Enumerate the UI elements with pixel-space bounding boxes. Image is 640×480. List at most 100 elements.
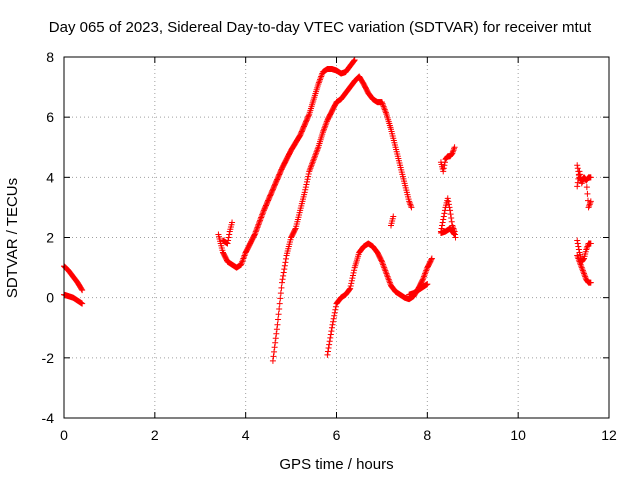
data-point	[330, 315, 337, 322]
data-point	[78, 286, 85, 293]
data-point	[441, 210, 448, 217]
data-point	[252, 230, 259, 237]
data-point	[348, 280, 355, 287]
data-point	[348, 277, 355, 284]
data-point	[325, 345, 332, 352]
data-point	[583, 177, 590, 184]
data-point	[440, 165, 447, 172]
plot-frame	[63, 56, 610, 419]
data-point	[332, 306, 339, 313]
data-point	[257, 215, 264, 222]
data-point	[79, 300, 86, 307]
data-point	[574, 240, 581, 247]
data-points	[61, 57, 594, 364]
data-point	[276, 305, 283, 312]
data-point	[305, 173, 312, 180]
data-point	[281, 266, 288, 273]
data-point	[280, 269, 287, 276]
data-point	[440, 216, 447, 223]
data-point	[229, 219, 236, 226]
y-tick-label: -2	[42, 350, 55, 366]
data-point	[347, 283, 354, 290]
data-point	[346, 286, 353, 293]
data-point	[280, 272, 287, 279]
data-point	[282, 255, 289, 262]
data-point	[270, 353, 277, 360]
data-point	[276, 300, 283, 307]
data-point	[275, 316, 282, 323]
data-point	[584, 190, 591, 197]
data-point	[347, 285, 354, 292]
data-point	[269, 357, 276, 364]
data-point	[575, 246, 582, 253]
data-point	[331, 312, 338, 319]
data-point	[332, 303, 339, 310]
data-point	[259, 210, 266, 217]
data-point	[253, 225, 260, 232]
data-point	[277, 295, 284, 302]
data-point	[408, 204, 415, 211]
data-point	[452, 234, 459, 241]
data-point	[587, 240, 594, 247]
data-point	[407, 201, 414, 208]
data-point	[273, 330, 280, 337]
tick-labels: 0 2 4 6 8 10 12 -4 -2 0 2 4 6 8	[42, 49, 617, 443]
data-point	[304, 176, 311, 183]
data-point	[419, 277, 426, 284]
data-point	[225, 237, 232, 244]
data-point	[575, 243, 582, 250]
data-point	[574, 162, 581, 169]
data-point	[302, 184, 309, 191]
data-point	[278, 284, 285, 291]
data-point	[274, 321, 281, 328]
data-point	[580, 256, 587, 263]
data-point	[439, 219, 446, 226]
data-point	[303, 178, 310, 185]
data-point	[252, 228, 259, 235]
data-point	[329, 321, 336, 328]
data-point	[351, 267, 358, 274]
data-point	[582, 176, 589, 183]
data-point	[445, 201, 452, 208]
data-point	[326, 341, 333, 348]
y-tick-label: 0	[46, 290, 54, 306]
data-point	[441, 207, 448, 214]
data-point	[253, 227, 260, 234]
data-point	[305, 112, 312, 119]
y-tick-label: 4	[46, 169, 54, 185]
data-point	[256, 218, 263, 225]
data-point	[444, 195, 451, 202]
data-point	[574, 179, 581, 186]
data-point	[251, 231, 258, 238]
data-point	[292, 226, 299, 233]
data-point	[326, 338, 333, 345]
data-point	[577, 171, 584, 178]
data-point	[301, 189, 308, 196]
data-point	[328, 328, 335, 335]
chart-title: Day 065 of 2023, Sidereal Day-to-day VTE…	[48, 19, 592, 36]
data-point	[390, 213, 397, 220]
data-point	[350, 269, 357, 276]
data-point	[273, 326, 280, 333]
x-tick-label: 0	[60, 427, 68, 443]
data-point	[79, 287, 86, 294]
data-point	[447, 207, 454, 214]
data-point	[378, 257, 385, 264]
data-point	[428, 256, 435, 263]
data-point	[281, 262, 288, 269]
data-point	[574, 165, 581, 172]
x-tick-label: 6	[333, 427, 341, 443]
data-point	[279, 276, 286, 283]
data-point	[574, 237, 581, 244]
data-point	[272, 335, 279, 342]
data-point	[279, 279, 285, 286]
x-axis-label: GPS time / hours	[279, 456, 394, 473]
data-point	[305, 170, 312, 177]
data-point	[576, 168, 583, 175]
data-point	[587, 198, 594, 205]
x-tick-label: 2	[151, 427, 159, 443]
data-point	[439, 222, 446, 229]
data-point	[277, 290, 284, 297]
data-point	[440, 213, 447, 220]
